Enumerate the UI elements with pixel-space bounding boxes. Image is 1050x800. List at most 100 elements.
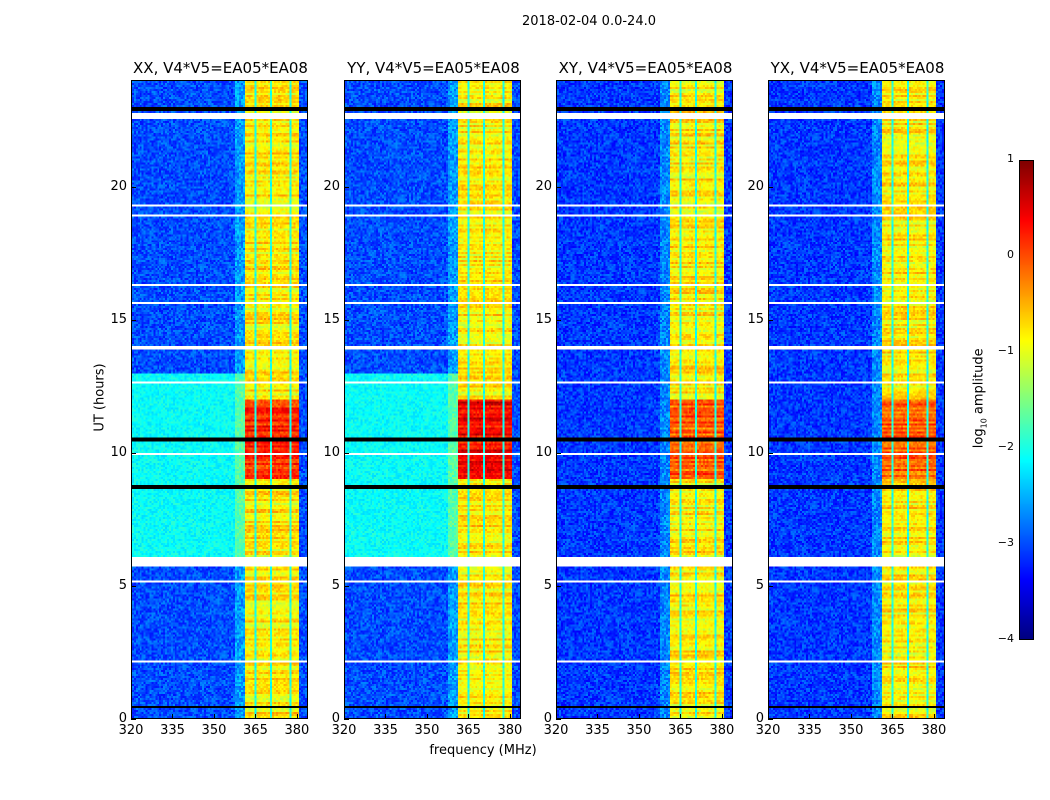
x-tick-label: 365 [456,723,481,738]
y-tick-label: 5 [331,577,340,593]
x-tick-label: 335 [373,723,398,738]
x-tick-mark [426,714,428,719]
y-tick-mark [131,719,136,720]
y-tick-label: 5 [755,577,764,593]
figure-title: 2018-02-04 0.0-24.0 [522,14,656,29]
y-tick-mark [344,585,349,587]
x-tick-mark [892,714,894,719]
x-tick-mark [850,714,852,719]
x-tick-mark [597,714,599,719]
y-tick-mark [344,719,349,720]
y-tick-label: 0 [118,711,127,726]
panel-title: YX, V4*V5=EA05*EA08 [770,59,945,77]
x-tick-label: 335 [585,723,610,738]
x-tick-mark [809,714,811,719]
colorbar [1019,160,1034,640]
y-tick-mark [344,452,349,454]
heatmap-yx [769,81,944,718]
y-tick-mark [344,186,349,188]
colorbar-tick-label: 0 [1007,248,1014,261]
x-tick-mark [556,714,557,719]
x-tick-mark [933,714,935,719]
y-tick-mark [768,585,773,587]
x-tick-mark [385,714,387,719]
panel-title: XX, V4*V5=EA05*EA08 [133,59,308,77]
x-tick-label: 380 [709,723,735,738]
panel-xx: XX, V4*V5=EA05*EA08 [131,59,308,719]
x-tick-label: 365 [668,723,693,738]
y-tick-mark [131,186,136,188]
x-tick-label: 320 [331,723,357,738]
x-tick-label: 350 [626,723,652,738]
y-tick-label: 10 [747,444,764,460]
x-tick-mark [172,714,174,719]
colorbar-gradient [1020,161,1033,639]
x-tick-label: 365 [243,723,268,738]
y-tick-label: 5 [118,577,127,593]
x-tick-mark [468,714,470,719]
x-tick-label: 335 [160,723,185,738]
x-tick-label: 320 [118,723,144,738]
panel-yx: YX, V4*V5=EA05*EA08 [768,59,945,719]
y-tick-label: 15 [535,311,552,327]
x-tick-mark [344,714,345,719]
y-tick-mark [768,719,773,720]
y-tick-label: 10 [110,444,127,460]
y-tick-label: 0 [755,711,764,726]
y-tick-mark [131,319,136,321]
x-tick-mark [213,714,215,719]
colorbar-label-sub: 10 [979,418,989,429]
y-tick-mark [556,186,561,188]
panel-yy: YY, V4*V5=EA05*EA08 [344,59,521,719]
x-tick-label: 320 [543,723,569,738]
heatmap-xx [132,81,307,718]
x-tick-mark [638,714,640,719]
x-tick-label: 380 [284,723,310,738]
panel-title: YY, V4*V5=EA05*EA08 [347,59,520,77]
x-tick-label: 380 [497,723,523,738]
x-tick-label: 320 [755,723,781,738]
colorbar-tick-label: −3 [997,536,1014,549]
y-tick-mark [556,719,561,720]
y-tick-label: 20 [323,178,340,194]
panel-xy: XY, V4*V5=EA05*EA08 [556,59,733,719]
y-tick-mark [556,319,561,321]
colorbar-tick-label: 1 [1007,152,1014,165]
colorbar-tick-label: −2 [997,440,1014,453]
x-tick-label: 350 [838,723,864,738]
x-tick-label: 380 [921,723,947,738]
y-tick-label: 15 [323,311,340,327]
y-tick-mark [344,319,349,321]
y-tick-mark [556,585,561,587]
x-tick-mark [296,714,298,719]
y-tick-label: 10 [535,444,552,460]
y-tick-mark [768,452,773,454]
x-tick-mark [680,714,682,719]
y-tick-mark [131,452,136,454]
heatmap-xy [557,81,732,718]
x-tick-label: 335 [797,723,822,738]
y-tick-mark [768,319,773,321]
x-axis-label: frequency (MHz) [429,743,537,758]
x-tick-mark [721,714,723,719]
y-tick-label: 0 [543,711,552,726]
panel-title: XY, V4*V5=EA05*EA08 [558,59,733,77]
y-tick-label: 5 [543,577,552,593]
colorbar-tick-label: −1 [997,344,1014,357]
x-tick-mark [768,714,769,719]
y-axis-label: UT (hours) [92,363,108,432]
x-tick-mark [131,714,132,719]
x-tick-label: 350 [414,723,440,738]
y-tick-label: 10 [323,444,340,460]
y-tick-label: 15 [110,311,127,327]
y-tick-label: 0 [331,711,340,726]
y-tick-label: 20 [535,178,552,194]
heatmap-yy [345,81,520,718]
y-tick-label: 20 [747,178,764,194]
y-tick-label: 15 [747,311,764,327]
y-tick-mark [768,186,773,188]
colorbar-label-rest: amplitude [971,348,987,419]
colorbar-tick-label: −4 [997,632,1014,645]
x-tick-label: 365 [880,723,905,738]
